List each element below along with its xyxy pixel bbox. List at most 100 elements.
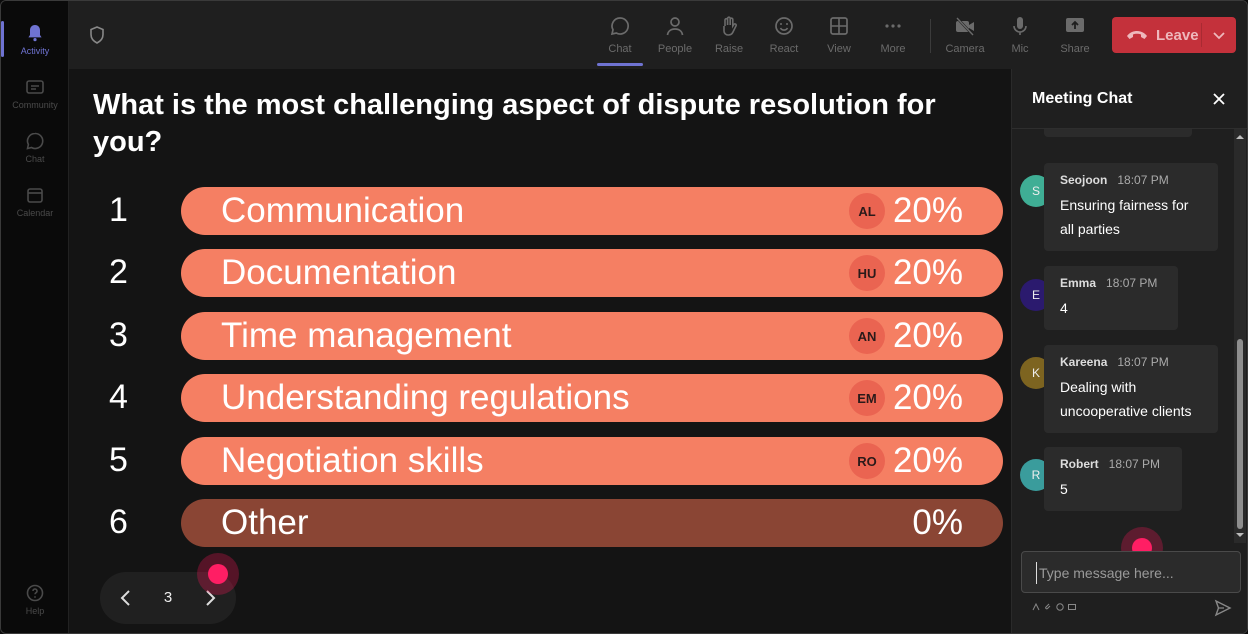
chat-header: Meeting Chat xyxy=(1012,69,1247,129)
option-label: Understanding regulations xyxy=(221,378,630,417)
chevron-right-icon[interactable] xyxy=(200,588,220,608)
sender-name: Emma xyxy=(1060,276,1097,290)
format-icon[interactable] xyxy=(1032,603,1040,611)
message-time: 18:07 PM xyxy=(1106,276,1158,290)
option-percent: 20% xyxy=(892,441,963,480)
message-input[interactable] xyxy=(1036,562,1226,584)
chat-message: Robert 18:07 PM 5 xyxy=(1044,447,1182,511)
more-button-label: More xyxy=(880,43,906,55)
people-button-label: People xyxy=(657,43,693,55)
react-button[interactable]: React xyxy=(757,1,811,69)
option-bar: Other 0% xyxy=(181,499,1003,547)
voter-avatar: AL xyxy=(849,193,885,229)
attach-icon[interactable] xyxy=(1044,603,1052,611)
option-bar: Time management AN 20% xyxy=(181,312,1003,360)
leave-button[interactable]: Leave xyxy=(1112,17,1236,53)
phone-hangup-icon xyxy=(1127,31,1147,39)
community-icon xyxy=(26,79,44,94)
avatar-initial: E xyxy=(1031,288,1040,302)
raise-hand-button[interactable]: Raise xyxy=(702,1,756,69)
chat-title: Meeting Chat xyxy=(1032,90,1133,107)
shield-icon[interactable] xyxy=(87,25,107,45)
option-bar: Negotiation skills RO 20% xyxy=(181,437,1003,485)
chat-message: Seojoon 18:07 PM Ensuring fairness for al… xyxy=(1044,163,1218,251)
option-number: 3 xyxy=(109,316,128,354)
avatar-initial: K xyxy=(1031,366,1040,380)
meeting-chat-panel: Meeting Chat S Seojoon 18:07 PM Ensuring … xyxy=(1011,69,1247,633)
raise-hand-label: Raise xyxy=(714,43,744,55)
avatar-initial: S xyxy=(1031,184,1040,198)
camera-off-icon xyxy=(956,17,974,36)
option-number: 4 xyxy=(109,378,128,416)
mic-button[interactable]: Mic xyxy=(993,1,1047,69)
poll-option: 2 Documentation HU 20% xyxy=(69,249,1011,297)
composer-tools xyxy=(1032,603,1076,611)
sender-name: Seojoon xyxy=(1060,173,1108,187)
message-time: 18:07 PM xyxy=(1108,457,1161,471)
rail-item-calendar[interactable]: Calendar xyxy=(1,175,69,227)
option-label: Documentation xyxy=(221,253,457,292)
emoji-icon[interactable] xyxy=(1056,603,1064,611)
chat-scrollbar[interactable] xyxy=(1234,129,1246,543)
voter-avatar: HU xyxy=(849,255,885,291)
poll-option: 5 Negotiation skills RO 20% xyxy=(69,437,1011,485)
chat-button[interactable]: Chat xyxy=(593,1,647,69)
voter-avatar: RO xyxy=(849,443,885,479)
option-number: 5 xyxy=(109,441,128,479)
chat-composer[interactable] xyxy=(1021,551,1241,593)
option-number: 6 xyxy=(109,503,128,541)
sender-name: Robert xyxy=(1060,457,1099,471)
previous-message-edge xyxy=(1044,129,1192,137)
rail-item-activity[interactable]: Activity xyxy=(1,13,69,65)
chat-button-label: Chat xyxy=(608,43,632,55)
rail-item-chat[interactable]: Chat xyxy=(1,121,69,173)
hand-icon xyxy=(723,16,737,36)
smiley-icon xyxy=(775,17,793,35)
share-button[interactable]: Share xyxy=(1048,1,1102,69)
poll-question: What is the most challenging aspect of d… xyxy=(93,89,936,158)
help-icon xyxy=(26,584,44,601)
rail-item-label: Help xyxy=(25,605,45,616)
scroll-up-icon[interactable] xyxy=(1236,133,1244,141)
camera-button-label: Camera xyxy=(945,43,985,55)
people-button[interactable]: People xyxy=(648,1,702,69)
more-button[interactable]: More xyxy=(866,1,920,69)
voter-avatar: EM xyxy=(849,380,885,416)
option-number: 2 xyxy=(109,253,128,291)
poll-option: 3 Time management AN 20% xyxy=(69,312,1011,360)
more-dots-icon xyxy=(885,24,901,28)
view-button-label: View xyxy=(827,43,851,55)
chat-message: Kareena 18:07 PM Dealing with uncooperati… xyxy=(1044,345,1218,433)
message-time: 18:07 PM xyxy=(1117,173,1169,187)
message-text: Ensuring fairness for all parties xyxy=(1060,197,1189,237)
send-icon[interactable] xyxy=(1214,599,1232,617)
message-text: Dealing with uncooperative clients xyxy=(1060,379,1192,419)
rail-item-label: Chat xyxy=(25,153,45,164)
option-percent: 20% xyxy=(892,191,963,230)
camera-button[interactable]: Camera xyxy=(938,1,992,69)
option-percent: 20% xyxy=(892,378,963,417)
view-button[interactable]: View xyxy=(812,1,866,69)
rail-item-community[interactable]: Community xyxy=(1,67,69,119)
scrollbar-thumb[interactable] xyxy=(1237,339,1243,529)
chat-icon xyxy=(610,17,629,36)
bell-icon xyxy=(28,24,42,41)
close-icon[interactable] xyxy=(1211,91,1227,107)
poll-results: What is the most challenging aspect of d… xyxy=(69,69,1011,633)
calendar-icon xyxy=(27,187,43,203)
message-time: 18:07 PM xyxy=(1117,355,1169,369)
option-label: Communication xyxy=(221,191,465,230)
message-text: 4 xyxy=(1060,300,1068,316)
scroll-down-icon[interactable] xyxy=(1236,531,1244,539)
chevron-down-icon[interactable] xyxy=(1212,28,1226,42)
share-screen-icon xyxy=(1066,18,1084,32)
app-rail: Activity Community Chat Calendar Help xyxy=(1,1,69,633)
option-percent: 20% xyxy=(892,253,963,292)
chat-messages: S Seojoon 18:07 PM Ensuring fairness for … xyxy=(1012,129,1234,543)
leave-button-label: Leave xyxy=(1156,26,1199,44)
option-bar: Documentation HU 20% xyxy=(181,249,1003,297)
rail-item-help[interactable]: Help xyxy=(1,573,69,625)
chevron-left-icon[interactable] xyxy=(116,588,136,608)
gif-icon[interactable] xyxy=(1068,603,1076,611)
